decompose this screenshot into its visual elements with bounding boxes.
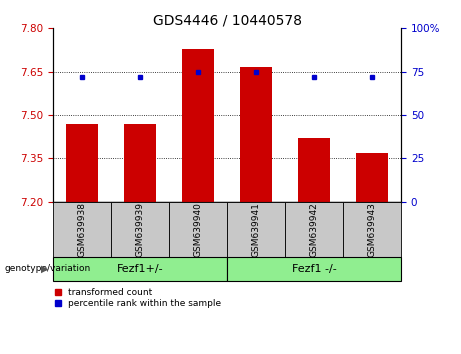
Bar: [298, 138, 330, 202]
Text: GSM639943: GSM639943: [367, 202, 377, 257]
Text: GSM639938: GSM639938: [77, 202, 87, 257]
Bar: [356, 153, 388, 202]
Text: Fezf1+/-: Fezf1+/-: [117, 264, 163, 274]
Text: GSM639942: GSM639942: [309, 202, 319, 257]
Text: GSM639940: GSM639940: [194, 202, 202, 257]
FancyBboxPatch shape: [53, 257, 227, 281]
FancyBboxPatch shape: [227, 202, 285, 257]
Title: GDS4446 / 10440578: GDS4446 / 10440578: [153, 13, 301, 27]
Legend: transformed count, percentile rank within the sample: transformed count, percentile rank withi…: [54, 287, 222, 309]
Text: ▶: ▶: [41, 264, 48, 274]
Bar: [124, 124, 156, 202]
Bar: [66, 124, 98, 202]
Bar: [240, 67, 272, 202]
Text: genotype/variation: genotype/variation: [5, 264, 91, 273]
FancyBboxPatch shape: [53, 202, 111, 257]
FancyBboxPatch shape: [111, 202, 169, 257]
Text: Fezf1 -/-: Fezf1 -/-: [292, 264, 337, 274]
FancyBboxPatch shape: [285, 202, 343, 257]
Bar: [182, 48, 214, 202]
FancyBboxPatch shape: [227, 257, 401, 281]
FancyBboxPatch shape: [343, 202, 401, 257]
Text: GSM639941: GSM639941: [252, 202, 260, 257]
FancyBboxPatch shape: [169, 202, 227, 257]
Text: GSM639939: GSM639939: [136, 202, 145, 257]
